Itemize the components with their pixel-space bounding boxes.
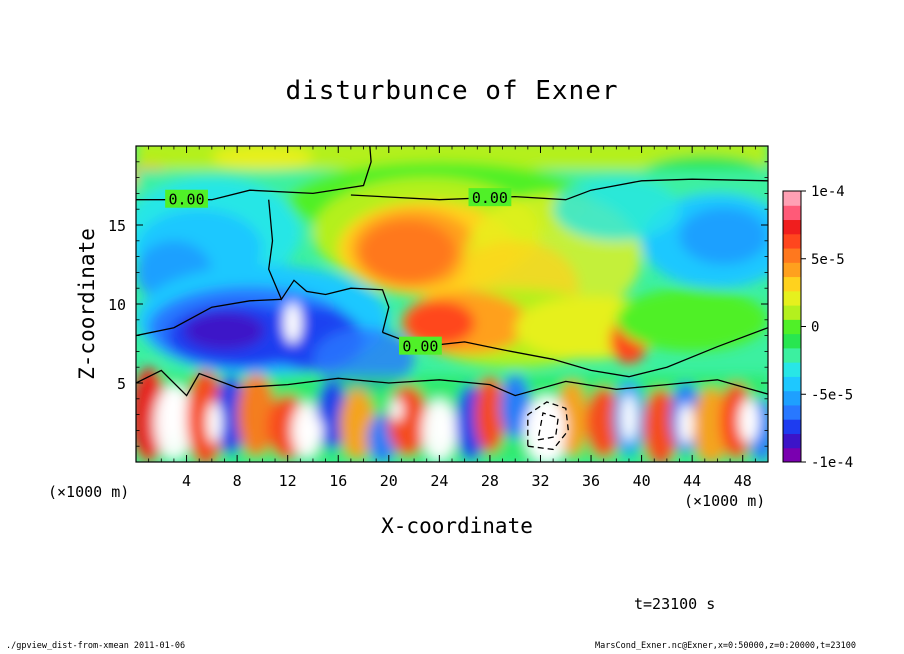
field-patch xyxy=(359,220,456,284)
field-patch xyxy=(387,386,428,456)
field-patch xyxy=(390,398,403,421)
field-patch xyxy=(237,373,276,456)
x-tick-label: 12 xyxy=(279,472,297,490)
time-label: t=23100 s xyxy=(634,595,716,613)
contour-line xyxy=(527,401,569,451)
field-patch xyxy=(297,414,324,447)
footer-right: MarsCond_Exner.nc@Exner,x=0:50000,z=0:20… xyxy=(595,641,856,651)
field-patch xyxy=(403,300,475,346)
field-patch xyxy=(215,375,246,455)
contour-label: 0.00 xyxy=(402,338,438,356)
colorbar-tick-label: -5e-5 xyxy=(811,387,853,403)
x-tick-label: 44 xyxy=(683,472,701,490)
colorbar-swatch xyxy=(783,347,801,363)
x-tick-label: 20 xyxy=(380,472,398,490)
x-axis-label: X-coordinate xyxy=(381,514,533,538)
contour-line xyxy=(136,146,372,201)
field-patch xyxy=(692,387,731,462)
field-patch xyxy=(527,395,566,459)
x-tick-label: 36 xyxy=(582,472,600,490)
y-tick-label: 5 xyxy=(117,375,126,393)
colorbar-swatch xyxy=(783,404,801,420)
contour-line xyxy=(350,178,768,201)
colorbar-swatch xyxy=(783,390,801,406)
field-patch xyxy=(616,288,768,352)
colorbar-tick-label: -1e-4 xyxy=(811,455,853,471)
colorbar-swatch xyxy=(783,433,801,449)
x-unit-left: (×1000 m) xyxy=(48,483,130,501)
field-patch xyxy=(184,311,265,350)
colorbar-swatch xyxy=(783,376,801,392)
colorbar-swatch xyxy=(783,262,801,278)
y-tick-label: 15 xyxy=(108,217,126,235)
field-patch xyxy=(312,327,415,391)
x-tick-label: 40 xyxy=(633,472,651,490)
contour-line xyxy=(382,327,768,378)
field-patch xyxy=(283,302,302,344)
field-patch xyxy=(474,376,506,453)
x-tick-label: 4 xyxy=(182,472,191,490)
field-patch xyxy=(738,398,760,444)
contour-line xyxy=(537,412,559,441)
field-patch xyxy=(621,394,637,442)
colorbar-swatch xyxy=(783,419,801,434)
field-patch xyxy=(679,207,768,265)
colorbar-swatch xyxy=(783,333,801,349)
field-patch xyxy=(642,389,679,462)
colorbar-swatch xyxy=(783,219,801,235)
contour-label-bg xyxy=(399,336,442,355)
contour-label-bg xyxy=(165,189,208,208)
field-patch xyxy=(316,379,348,450)
contour-label: 0.00 xyxy=(168,191,204,209)
x-tick-label: 28 xyxy=(481,472,499,490)
colorbar-swatch xyxy=(783,362,801,377)
x-tick-label: 48 xyxy=(734,472,752,490)
x-tick-label: 32 xyxy=(531,472,549,490)
x-tick-label: 8 xyxy=(233,472,242,490)
contour-line xyxy=(136,298,282,337)
contour-line xyxy=(136,369,768,397)
colorbar-swatch xyxy=(783,276,801,292)
field-patch xyxy=(433,408,454,447)
colorbar-swatch xyxy=(783,447,801,463)
colorbar-tick-label: 5e-5 xyxy=(811,252,845,268)
field-patch xyxy=(585,387,622,458)
contour-label-bg xyxy=(468,188,512,207)
x-tick-label: 16 xyxy=(329,472,347,490)
colorbar-swatch xyxy=(783,290,801,306)
field-patch xyxy=(206,401,222,444)
colorbar-swatch xyxy=(783,305,801,320)
x-tick-label: 24 xyxy=(430,472,448,490)
chart-title: disturbunce of Exner xyxy=(285,76,619,106)
footer-left: ./gpview_dist-from-xmean 2011-01-06 xyxy=(6,641,186,651)
colorbar-swatch xyxy=(783,319,801,335)
field-patch xyxy=(339,389,375,459)
colorbar-swatch xyxy=(783,233,801,249)
y-axis-label: Z-coordinate xyxy=(75,228,99,380)
colorbar-swatch xyxy=(783,191,801,206)
contour-label: 0.00 xyxy=(472,189,508,207)
colorbar-swatch xyxy=(783,205,801,221)
colorbar-swatch xyxy=(783,248,801,263)
x-unit-right: (×1000 m) xyxy=(684,492,766,510)
colorbar-tick-label: 0 xyxy=(811,320,819,336)
y-tick-label: 10 xyxy=(108,296,126,314)
field-patch xyxy=(162,386,186,444)
colorbar-tick-label: 1e-4 xyxy=(811,184,845,200)
field-patch xyxy=(500,375,531,439)
field-patch xyxy=(553,177,680,241)
contour-line xyxy=(268,199,390,333)
plot-area xyxy=(136,146,768,462)
field-patch xyxy=(678,403,694,445)
colorbar: 1e-4 5e-5 0 -5e-5 -1e-4 xyxy=(782,184,853,471)
